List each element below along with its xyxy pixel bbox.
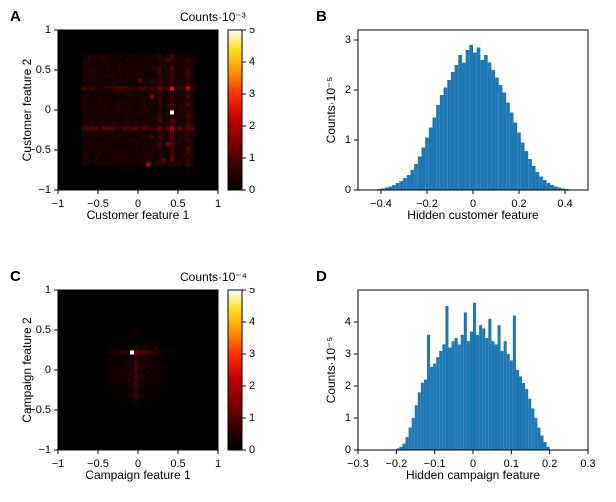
svg-text:−0.5: −0.5 (87, 198, 109, 210)
svg-text:4: 4 (249, 56, 255, 68)
svg-text:−0.1: −0.1 (424, 458, 446, 470)
svg-text:0: 0 (45, 364, 51, 376)
svg-text:3: 3 (249, 348, 255, 360)
svg-text:−1: −1 (52, 198, 65, 210)
svg-text:0: 0 (345, 184, 351, 196)
svg-text:−0.5: −0.5 (29, 144, 51, 156)
svg-text:1: 1 (215, 198, 221, 210)
hist-b: −0.4 −0.2 0 0.2 0.4 0 1 2 3 (318, 0, 616, 230)
svg-text:1: 1 (345, 134, 351, 146)
svg-text:0.1: 0.1 (504, 458, 519, 470)
svg-text:0.5: 0.5 (170, 458, 185, 470)
heatmap-c: −1 −0.5 0 0.5 1 −1 −0.5 0 0.5 1 (18, 250, 258, 490)
svg-text:0: 0 (470, 458, 476, 470)
svg-text:−0.2: −0.2 (416, 198, 438, 210)
svg-text:0: 0 (470, 198, 476, 210)
svg-text:0.5: 0.5 (36, 64, 51, 76)
svg-text:1: 1 (45, 24, 51, 36)
svg-text:0.2: 0.2 (542, 458, 557, 470)
svg-text:0.2: 0.2 (511, 198, 526, 210)
svg-text:3: 3 (345, 348, 351, 360)
svg-text:−1: −1 (38, 184, 51, 196)
svg-text:1: 1 (249, 152, 255, 164)
svg-text:0.5: 0.5 (170, 198, 185, 210)
svg-text:0.3: 0.3 (580, 458, 595, 470)
svg-text:2: 2 (345, 84, 351, 96)
svg-text:−0.5: −0.5 (87, 458, 109, 470)
svg-text:0: 0 (45, 104, 51, 116)
svg-text:0: 0 (249, 444, 255, 456)
svg-text:5: 5 (249, 28, 255, 36)
svg-text:4: 4 (249, 316, 255, 328)
svg-text:2: 2 (249, 380, 255, 392)
svg-text:0.4: 0.4 (557, 198, 572, 210)
svg-text:0: 0 (249, 184, 255, 196)
svg-text:1: 1 (45, 284, 51, 296)
colorbar-a: 0 1 2 3 4 5 (226, 28, 300, 218)
svg-text:1: 1 (249, 412, 255, 424)
svg-text:1: 1 (345, 412, 351, 424)
svg-text:0: 0 (135, 198, 141, 210)
svg-text:2: 2 (249, 120, 255, 132)
svg-text:−0.4: −0.4 (370, 198, 392, 210)
svg-text:−0.3: −0.3 (347, 458, 369, 470)
svg-text:−1: −1 (38, 444, 51, 456)
svg-text:0.5: 0.5 (36, 324, 51, 336)
hist-d: −0.3 −0.2 −0.1 0 0.1 0.2 0.3 0 1 2 3 4 (318, 250, 616, 490)
svg-text:4: 4 (345, 316, 351, 328)
svg-text:−0.2: −0.2 (385, 458, 407, 470)
svg-text:1: 1 (215, 458, 221, 470)
svg-text:3: 3 (345, 34, 351, 46)
svg-text:0: 0 (135, 458, 141, 470)
svg-text:−1: −1 (52, 458, 65, 470)
svg-text:3: 3 (249, 88, 255, 100)
colorbar-c: 0 1 2 3 4 5 (226, 288, 300, 478)
svg-text:5: 5 (249, 288, 255, 296)
svg-text:−0.5: −0.5 (29, 404, 51, 416)
svg-text:0: 0 (345, 444, 351, 456)
heatmap-a: −1 −0.5 0 0.5 1 −1 −0.5 0 0.5 1 (18, 0, 258, 230)
svg-text:2: 2 (345, 380, 351, 392)
